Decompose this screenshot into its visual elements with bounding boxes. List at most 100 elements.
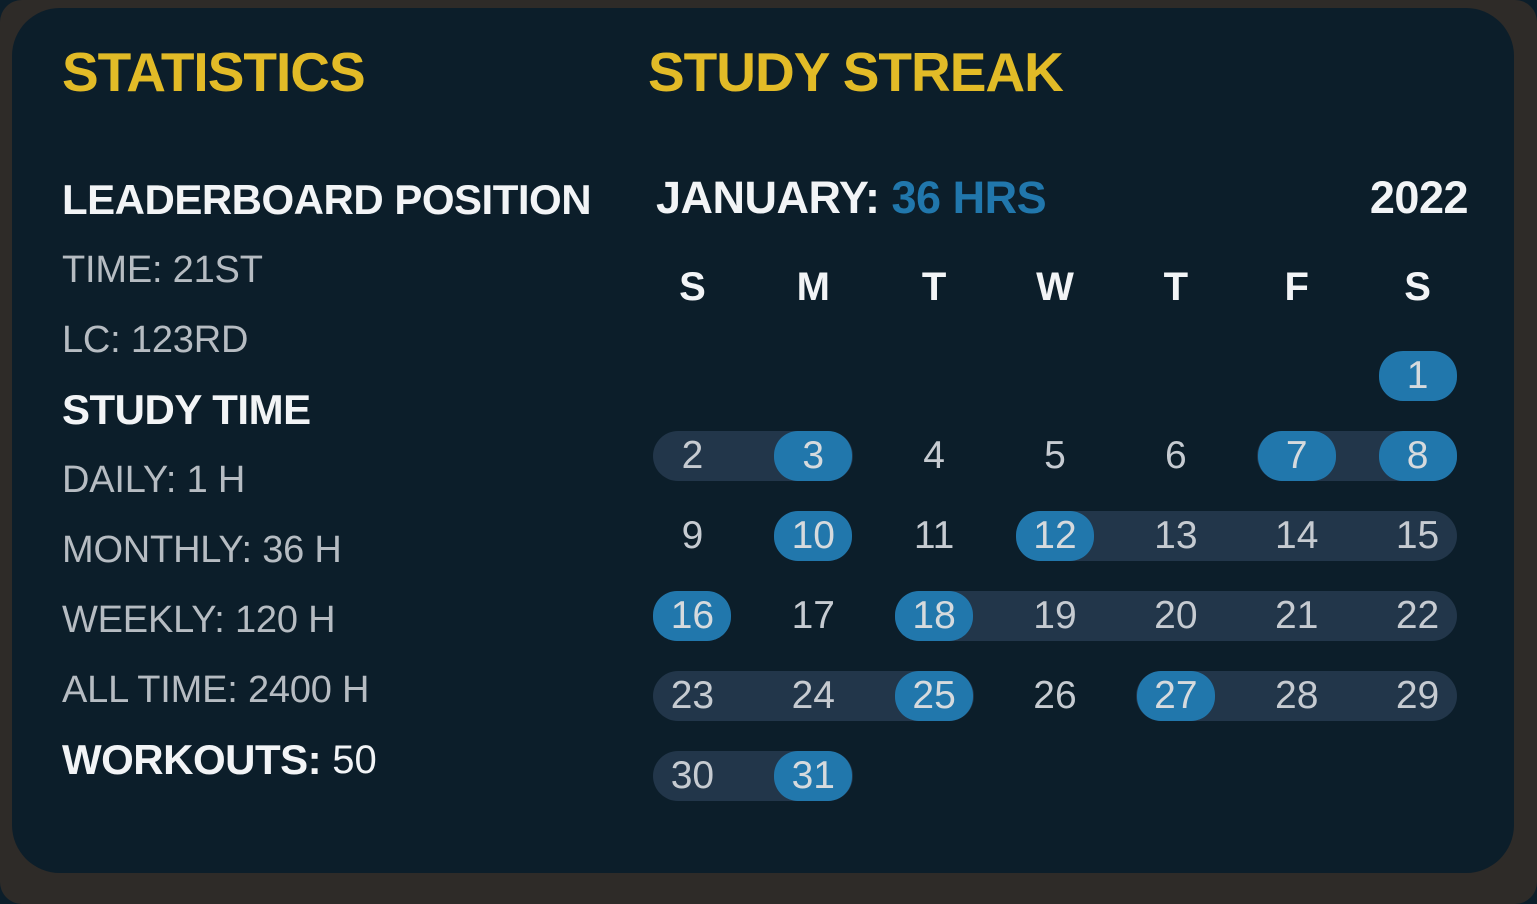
calendar-day: 17 [753, 576, 874, 656]
studied-day-pill: 16 [653, 591, 732, 641]
calendar-day: 6 [1115, 416, 1236, 496]
calendar-day-number: 19 [1033, 594, 1077, 637]
studied-day-pill: 3 [774, 431, 853, 481]
calendar-day-number: 12 [1033, 514, 1077, 557]
calendar-weeks: 1 2 3 4 5 6 7 8 9 10 11 12 13 14 15 16 17 18 19 20 21 22 23 24 2… [632, 336, 1478, 816]
calendar-day-number: 16 [670, 594, 715, 637]
stat-label: ALL TIME: [62, 668, 238, 711]
calendar-day-number: 20 [1154, 594, 1198, 637]
calendar-day: 19 [995, 576, 1116, 656]
studied-day-pill: 18 [895, 591, 974, 641]
day-header: M [796, 264, 830, 309]
calendar-day: 10 [753, 496, 874, 576]
calendar-day: 1 [1357, 336, 1478, 416]
stat-label: TIME: [62, 248, 163, 291]
calendar-day-number: 21 [1275, 594, 1319, 637]
studied-day-pill: 27 [1136, 671, 1215, 721]
calendar-day-number: 3 [802, 434, 825, 477]
stat-row: WEEKLY: 120 H [62, 585, 622, 655]
calendar-day-number: 14 [1275, 514, 1319, 557]
stat-value: 50 [321, 737, 377, 782]
calendar-day: 23 [632, 656, 753, 736]
day-header: S [679, 264, 706, 309]
calendar-day: 30 [632, 736, 753, 816]
calendar-day: 27 [1115, 656, 1236, 736]
streak-run [894, 591, 1457, 641]
calendar-day: 26 [995, 656, 1116, 736]
stat-value: 2400 H [237, 668, 370, 711]
stat-row: DAILY: 1 H [62, 445, 622, 515]
calendar-day: 7 [1236, 416, 1357, 496]
month-hours: 36 HRS [891, 172, 1047, 223]
calendar-day-number: 31 [791, 754, 835, 797]
month-label: JANUARY: [656, 172, 880, 223]
calendar-day: 24 [753, 656, 874, 736]
calendar-day-number: 4 [923, 434, 945, 477]
calendar-week-row: 2 3 4 5 6 7 8 [632, 416, 1478, 496]
stat-value: 123RD [120, 318, 249, 361]
calendar-week-row: 1 [632, 336, 1478, 416]
year-label: 2022 [1369, 172, 1469, 223]
day-header: F [1284, 264, 1309, 309]
calendar-week-row: 30 31 [632, 736, 1478, 816]
stat-label: WEEKLY: [62, 598, 225, 641]
calendar-day-number: 18 [912, 594, 956, 637]
calendar-week-row: 9 10 11 12 13 14 15 [632, 496, 1478, 576]
calendar-day-number: 2 [681, 434, 704, 477]
calendar-day-number: 22 [1395, 594, 1440, 637]
stat-label: STUDY TIME [62, 386, 311, 433]
calendar-day-number: 6 [1165, 434, 1187, 477]
stat-label: DAILY: [62, 458, 177, 501]
day-header: T [921, 264, 947, 309]
calendar-day-number: 7 [1285, 434, 1308, 477]
day-header: T [1163, 264, 1189, 309]
stat-row: MONTHLY: 36 H [62, 515, 622, 585]
calendar-day-number: 27 [1154, 674, 1198, 717]
calendar-day: 29 [1357, 656, 1478, 736]
studied-day-pill: 10 [774, 511, 853, 561]
studied-day-pill: 7 [1257, 431, 1336, 481]
stat-label: LC: [62, 318, 121, 361]
calendar-day: 18 [874, 576, 995, 656]
calendar-day-number: 25 [912, 674, 956, 717]
stat-value: 120 H [224, 598, 336, 641]
month-summary-row: JANUARY: 36 HRS 2022 [656, 172, 1469, 223]
calendar-day: 2 [632, 416, 753, 496]
calendar-day-number: 10 [791, 514, 835, 557]
calendar-day: 21 [1236, 576, 1357, 656]
calendar-day: 5 [995, 416, 1116, 496]
calendar-day-number: 30 [670, 754, 715, 797]
calendar-day: 20 [1115, 576, 1236, 656]
calendar-day-number: 8 [1406, 434, 1429, 477]
stat-row: TIME: 21ST [62, 235, 622, 305]
calendar-day-number: 23 [670, 674, 715, 717]
stat-value: 21ST [162, 248, 263, 291]
stat-row: ALL TIME: 2400 H [62, 655, 622, 725]
calendar-week-row: 23 24 25 26 27 28 29 [632, 656, 1478, 736]
studied-day-pill: 1 [1378, 351, 1457, 401]
calendar-day: 22 [1357, 576, 1478, 656]
studied-day-pill: 12 [1015, 511, 1094, 561]
stat-label: LEADERBOARD POSITION [62, 176, 592, 223]
calendar-day: 25 [874, 656, 995, 736]
calendar-day-number: 9 [681, 514, 704, 557]
stat-row: STUDY TIME [62, 375, 622, 445]
statistics-title: STATISTICS [62, 41, 366, 103]
calendar-day-number: 15 [1395, 514, 1440, 557]
calendar-day: 15 [1357, 496, 1478, 576]
studied-day-pill: 25 [895, 671, 974, 721]
calendar-day: 31 [753, 736, 874, 816]
calendar-day-number: 17 [791, 594, 835, 637]
day-header: S [1404, 264, 1431, 309]
calendar-day: 13 [1115, 496, 1236, 576]
stat-value: 36 H [251, 528, 342, 571]
study-streak-title: STUDY STREAK [648, 41, 1064, 103]
calendar-day-number: 5 [1044, 434, 1066, 477]
stat-row: LC: 123RD [62, 305, 622, 375]
calendar-day: 8 [1357, 416, 1478, 496]
calendar-day: 11 [874, 496, 995, 576]
calendar-day: 4 [874, 416, 995, 496]
calendar-week-row: 16 17 18 19 20 21 22 [632, 576, 1478, 656]
